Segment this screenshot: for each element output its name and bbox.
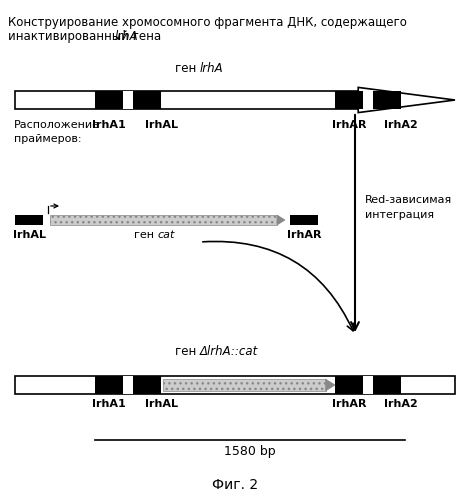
Text: Конструирование хромосомного фрагмента ДНК, содержащего: Конструирование хромосомного фрагмента Д… bbox=[8, 16, 407, 29]
Text: инактивированный гена: инактивированный гена bbox=[8, 30, 165, 43]
Text: IrhAL: IrhAL bbox=[13, 230, 46, 240]
Text: Расположение: Расположение bbox=[14, 120, 100, 130]
Bar bbox=[15, 376, 455, 394]
Text: IrhAR: IrhAR bbox=[332, 399, 366, 409]
Polygon shape bbox=[326, 379, 335, 391]
Bar bbox=[15, 215, 43, 225]
Text: праймеров:: праймеров: bbox=[14, 134, 81, 144]
Text: IrhA1: IrhA1 bbox=[92, 120, 126, 130]
Text: ген: ген bbox=[175, 62, 200, 75]
Text: lrhA: lrhA bbox=[115, 30, 138, 43]
Text: IrhAR: IrhAR bbox=[287, 230, 321, 240]
Text: IrhA2: IrhA2 bbox=[384, 399, 418, 409]
Bar bbox=[133, 376, 161, 394]
Bar bbox=[363, 91, 373, 109]
Text: ген: ген bbox=[133, 230, 157, 240]
Bar bbox=[363, 376, 373, 394]
Bar bbox=[290, 215, 318, 225]
Text: Фиг. 2: Фиг. 2 bbox=[212, 478, 258, 492]
Bar bbox=[373, 91, 401, 109]
Text: lrhA: lrhA bbox=[200, 62, 224, 75]
Text: IrhAL: IrhAL bbox=[144, 399, 178, 409]
Bar bbox=[335, 376, 363, 394]
Bar bbox=[95, 376, 123, 394]
Text: IrhAL: IrhAL bbox=[144, 120, 178, 130]
Bar bbox=[50, 215, 277, 225]
Bar bbox=[95, 91, 123, 109]
Bar bbox=[123, 376, 133, 394]
Bar bbox=[123, 91, 133, 109]
Text: интеграция: интеграция bbox=[365, 210, 434, 220]
Polygon shape bbox=[15, 88, 455, 112]
Text: ген: ген bbox=[175, 345, 200, 358]
Text: IrhA1: IrhA1 bbox=[92, 399, 126, 409]
Bar bbox=[163, 379, 326, 391]
Text: cat: cat bbox=[157, 230, 174, 240]
Polygon shape bbox=[277, 215, 285, 225]
Bar bbox=[133, 91, 161, 109]
Text: IrhAR: IrhAR bbox=[332, 120, 366, 130]
Text: 1580 bp: 1580 bp bbox=[224, 445, 276, 458]
Bar bbox=[335, 91, 363, 109]
Bar bbox=[373, 376, 401, 394]
Text: IrhA2: IrhA2 bbox=[384, 120, 418, 130]
Text: ΔlrhA::cat: ΔlrhA::cat bbox=[200, 345, 258, 358]
Text: Red-зависимая: Red-зависимая bbox=[365, 195, 452, 205]
